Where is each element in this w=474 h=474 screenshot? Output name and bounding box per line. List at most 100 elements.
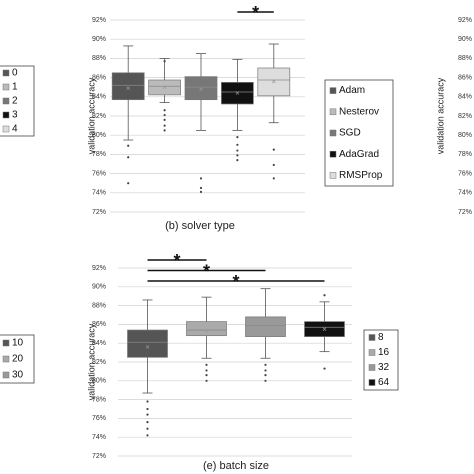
- y-tick-label: 82%: [458, 113, 472, 120]
- legend-label: Adam: [339, 85, 365, 96]
- outlier: [163, 129, 166, 132]
- legend-label: 64: [378, 377, 390, 388]
- significance-star: *: [203, 261, 210, 281]
- outlier: [163, 124, 166, 127]
- outlier: [146, 407, 149, 411]
- legend-box: [324, 79, 394, 187]
- y-tick-label: 88%: [92, 55, 106, 62]
- outlier: [205, 374, 208, 377]
- mean-marker: [322, 327, 327, 331]
- mean-marker: [271, 79, 276, 84]
- y-tick-label: 80%: [458, 132, 472, 139]
- outlier: [199, 186, 203, 190]
- y-tick-label: 78%: [458, 151, 472, 158]
- outlier: [272, 177, 275, 180]
- mean-marker: [204, 329, 209, 333]
- y-tick-label: 84%: [458, 94, 472, 101]
- y-tick-label: 72%: [458, 209, 472, 216]
- legend-label: 0: [12, 68, 18, 79]
- outlier: [323, 294, 326, 297]
- y-tick-label: 86%: [458, 74, 472, 81]
- significance-star: *: [232, 272, 239, 292]
- significance-star: *: [252, 3, 259, 23]
- outlier: [264, 369, 267, 372]
- legend-label: Nesterov: [339, 106, 379, 117]
- legend-label: 32: [378, 362, 390, 373]
- box: [184, 76, 218, 101]
- legend-swatch: [2, 125, 10, 133]
- y-tick-label: 92%: [92, 265, 106, 272]
- significance-star: *: [173, 251, 180, 271]
- outlier: [146, 400, 149, 403]
- y-tick-label: 86%: [92, 74, 106, 81]
- mean-marker: [263, 325, 268, 330]
- legend-swatch: [329, 129, 337, 137]
- legend-label: 20: [12, 354, 24, 365]
- outlier: [127, 144, 130, 147]
- outlier: [205, 369, 208, 372]
- outlier: [205, 363, 208, 366]
- y-tick-label: 92%: [458, 17, 472, 24]
- outlier: [264, 374, 267, 377]
- outlier: [127, 156, 130, 159]
- y-tick-label: 74%: [92, 190, 106, 197]
- legend-swatch: [329, 87, 337, 94]
- legend-label: 30: [12, 370, 24, 381]
- legend-swatch: [2, 371, 10, 379]
- y-tick-label: 84%: [92, 94, 106, 101]
- y-axis-label: validation accuracy: [435, 77, 445, 154]
- box: [111, 72, 145, 101]
- outlier: [205, 379, 208, 382]
- legend-swatch: [2, 111, 10, 119]
- outlier: [236, 159, 239, 162]
- legend-label: 16: [378, 347, 390, 358]
- box: [127, 329, 168, 358]
- y-tick-label: 82%: [92, 113, 106, 120]
- legend-label: 1: [12, 82, 18, 93]
- y-axis-label: validation accuracy: [86, 77, 96, 154]
- outlier: [272, 148, 275, 151]
- legend-label: 3: [12, 110, 18, 121]
- outlier: [264, 379, 267, 382]
- mean-marker: [145, 345, 150, 349]
- outlier: [163, 109, 166, 112]
- legend-swatch: [368, 349, 376, 356]
- outlier: [163, 113, 166, 117]
- legend-swatch: [368, 379, 376, 386]
- legend-label: SGD: [339, 128, 361, 139]
- y-tick-label: 76%: [92, 170, 106, 177]
- y-axis-label: validation accuracy: [86, 323, 96, 400]
- outlier: [236, 143, 239, 146]
- y-tick-label: 90%: [92, 284, 106, 291]
- legend-label: AdaGrad: [339, 149, 379, 160]
- legend-label: 8: [378, 332, 384, 343]
- caption: (e) batch size: [203, 460, 269, 472]
- y-tick-label: 84%: [92, 340, 106, 347]
- outlier: [146, 421, 149, 424]
- mean-marker: [199, 87, 203, 91]
- outlier: [236, 149, 239, 152]
- legend-swatch: [2, 339, 10, 347]
- mean-marker: [162, 85, 167, 90]
- outlier: [236, 136, 239, 139]
- y-tick-label: 74%: [92, 434, 106, 441]
- legend-swatch: [2, 355, 10, 363]
- legend-label: 10: [12, 338, 24, 349]
- y-tick-label: 88%: [458, 55, 472, 62]
- y-tick-label: 80%: [92, 132, 106, 139]
- outlier: [163, 60, 166, 63]
- box: [186, 321, 227, 337]
- y-tick-label: 76%: [458, 170, 472, 177]
- y-tick-label: 78%: [92, 151, 106, 158]
- mean-marker: [126, 86, 131, 91]
- legend-swatch: [2, 97, 10, 105]
- outlier: [199, 190, 203, 193]
- legend-label: 4: [12, 124, 18, 135]
- y-tick-label: 78%: [92, 396, 106, 403]
- y-tick-label: 86%: [92, 321, 106, 328]
- y-tick-label: 92%: [92, 17, 106, 24]
- y-tick-label: 82%: [92, 359, 106, 366]
- legend-swatch: [329, 150, 337, 158]
- caption: (b) solver type: [165, 220, 235, 232]
- outlier: [264, 363, 267, 366]
